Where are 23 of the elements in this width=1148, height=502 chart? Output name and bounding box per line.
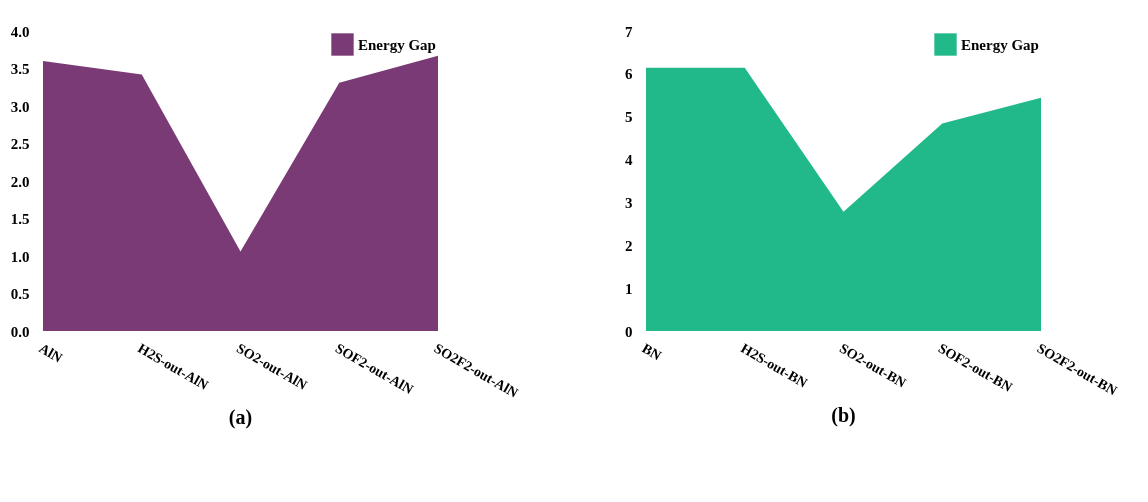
y-tick-label: 1.0 bbox=[10, 248, 30, 265]
legend-label: Energy Gap bbox=[961, 36, 1039, 53]
text: (a) bbox=[228, 406, 253, 430]
y-tick-label: 6 bbox=[625, 66, 633, 83]
y-tick-label: 3.0 bbox=[10, 98, 30, 115]
y-tick-label: 1.5 bbox=[10, 211, 30, 227]
y-tick-label: 3.5 bbox=[10, 61, 30, 77]
y-tick-label: 0 bbox=[625, 323, 633, 340]
y-tick-label: 1 bbox=[625, 280, 633, 297]
y-tick-label: 0.5 bbox=[10, 286, 30, 302]
y-tick-label: 7 bbox=[625, 23, 633, 40]
y-tick-label: 2 bbox=[625, 237, 633, 254]
x-tick-label: AlN bbox=[36, 340, 65, 366]
y-tick-label: 2.0 bbox=[10, 173, 30, 190]
y-tick-label: 4 bbox=[625, 152, 633, 169]
y-tick-label: 4.0 bbox=[10, 23, 30, 40]
y-tick-label: 3 bbox=[625, 194, 633, 211]
y-tick-label: 0.0 bbox=[10, 323, 30, 340]
y-tick-label: 2.5 bbox=[10, 136, 30, 152]
text: (b) bbox=[831, 403, 856, 427]
legend-label: Energy Gap bbox=[358, 36, 436, 53]
x-tick-label: BN bbox=[639, 340, 664, 364]
y-tick-label: 5 bbox=[625, 109, 633, 126]
